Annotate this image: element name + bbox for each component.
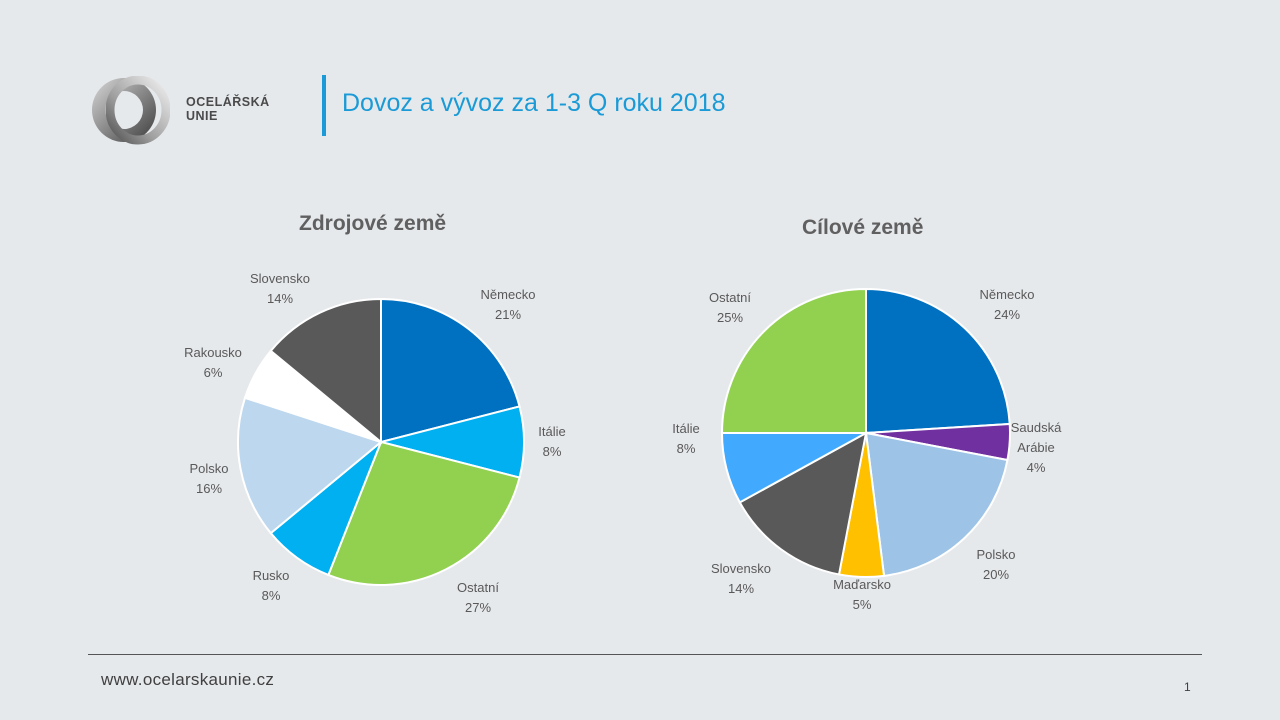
page-title: Dovoz a vývoz za 1-3 Q roku 2018 (342, 89, 726, 117)
slice-label-polsko: Polsko 16% (189, 461, 228, 496)
pie-slice-polsko (864, 431, 1009, 577)
slice-label-italie: Itálie 8% (538, 424, 565, 459)
company-logo: OCELÁŘSKÁ UNIE (90, 76, 290, 146)
chart-title-destination: Cílové země (802, 216, 924, 239)
chart-title-source: Zdrojové země (299, 212, 447, 235)
slice-label-ostatni: Ostatní 25% (709, 290, 751, 325)
pie-chart-source: Německo 21% Itálie 8% Ostatní 27% Rusko 8% Polsk… (184, 271, 566, 615)
slice-label-ostatni: Ostatní 27% (457, 580, 499, 615)
pie-slice-nemecko (380, 297, 521, 444)
logo-text-line2: UNIE (186, 109, 218, 123)
footer-url: www.ocelarskaunie.cz (101, 670, 275, 689)
slice-label-slovensko: Slovensko 14% (250, 271, 310, 306)
slice-label-italie: Itálie 8% (672, 421, 699, 456)
title-accent-bar (322, 75, 326, 136)
slice-label-madarsko: Maďarsko 5% (833, 577, 891, 612)
logo-text-line1: OCELÁŘSKÁ (186, 95, 270, 109)
slice-label-saudska-arabie: Saudská Arábie 4% (1011, 420, 1062, 475)
logo-icon (92, 76, 170, 145)
pie-chart-destination: Německo 24% Saudská Arábie 4% Polsko 20% Maďars… (672, 287, 1062, 612)
slice-label-polsko: Polsko 20% (976, 547, 1015, 582)
pie-slice-ostatni (327, 440, 521, 586)
slice-label-rusko: Rusko 8% (253, 568, 290, 603)
slice-label-rakousko: Rakousko 6% (184, 345, 242, 380)
slice-label-nemecko: Německo 24% (980, 287, 1035, 322)
pie-slice-slovensko (738, 431, 868, 576)
pie-slice-polsko (237, 396, 384, 535)
pie-slice-ostatni (720, 287, 867, 434)
slice-label-nemecko: Německo 21% (481, 287, 536, 322)
pie-slice-nemecko (865, 287, 1011, 435)
page-number: 1 (1184, 680, 1191, 694)
footer-divider (88, 654, 1202, 655)
pie-slice-slovensko (269, 297, 382, 445)
slice-label-slovensko: Slovensko 14% (711, 561, 771, 596)
